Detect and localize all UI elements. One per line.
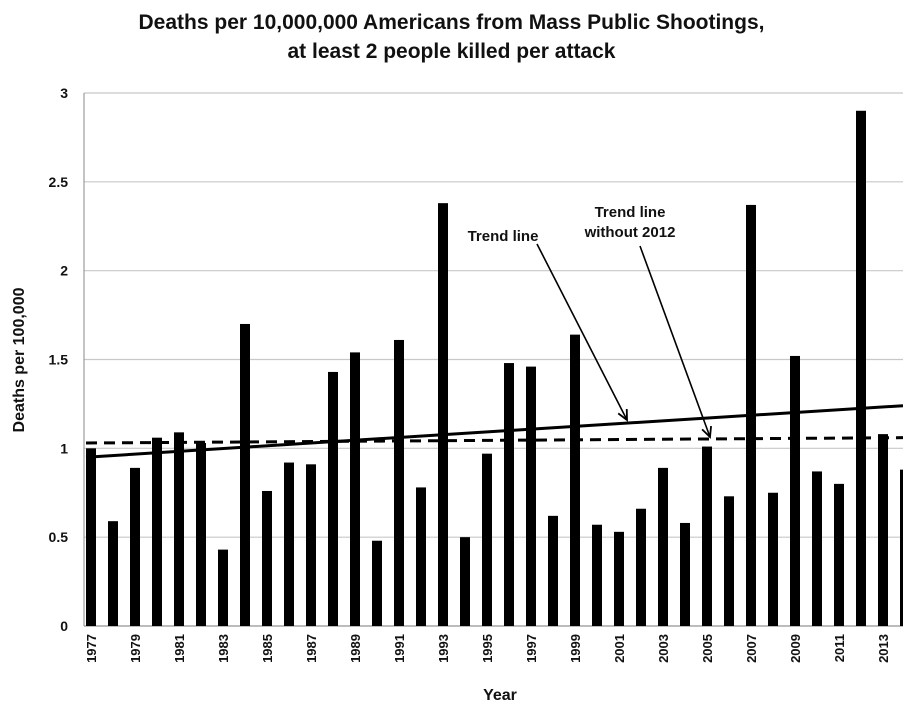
- x-tick-label: 1985: [260, 634, 275, 663]
- bar: [416, 487, 426, 626]
- bar: [218, 549, 228, 626]
- chart-subtitle: at least 2 people killed per attack: [287, 40, 616, 63]
- bar: [482, 453, 492, 626]
- x-tick-label: 1983: [216, 634, 231, 663]
- bar: [350, 352, 360, 626]
- x-tick-label: 1987: [304, 634, 319, 663]
- y-tick-label: 1.5: [49, 352, 69, 368]
- bar: [306, 464, 316, 626]
- bar: [438, 203, 448, 627]
- chart-title-line-1: Deaths per 10,000,000 Americans from Mas…: [138, 11, 765, 34]
- trend-lines: [85, 404, 903, 459]
- bar: [812, 471, 822, 626]
- bar: [856, 110, 866, 627]
- x-tick-label: 2001: [612, 634, 627, 663]
- annotation-arrows: [536, 243, 712, 439]
- bar: [328, 371, 338, 626]
- bar: [636, 508, 646, 626]
- bar: [284, 462, 294, 626]
- trend-line-solid: [85, 404, 903, 459]
- bar: [680, 522, 690, 626]
- bar: [460, 537, 470, 626]
- y-tick-label: 0: [60, 618, 68, 634]
- x-tick-label: 1995: [480, 634, 495, 663]
- x-tick-label: 2007: [744, 634, 759, 663]
- y-axis-label: Deaths per 100,000: [11, 287, 28, 432]
- x-tick-labels: 1977 1979 1981 1983 1985 1987 1989 1991 1993 1995…: [84, 634, 891, 663]
- annotation-line: Trend line: [468, 228, 539, 245]
- y-tick-label: 2: [60, 263, 68, 279]
- x-tick-label: 1991: [392, 634, 407, 663]
- y-tick-label: 0.5: [49, 529, 69, 545]
- bar: [86, 448, 96, 626]
- y-tick-labels: 0 0.5 1 1.5 2 2.5 3: [49, 85, 69, 634]
- annotation-trend-line: Trend line: [468, 228, 539, 245]
- arrow-trend-line-without-2012: [639, 245, 711, 438]
- arrow-trend-line-head: [617, 408, 628, 422]
- bar: [702, 446, 712, 626]
- bar: [262, 490, 272, 626]
- arrow-trend-line: [536, 243, 628, 421]
- x-axis-label: Year: [483, 687, 517, 704]
- annotations: Trend line Trend line without 2012: [468, 204, 676, 245]
- chart-title: Deaths per 10,000,000 Americans from Mas…: [0, 8, 903, 66]
- bar: [196, 443, 206, 626]
- bar: [504, 363, 514, 626]
- bar: [108, 521, 118, 626]
- bar: [592, 524, 602, 626]
- y-tick-label: 3: [60, 85, 68, 101]
- y-tick-label: 1: [60, 440, 68, 456]
- bar: [372, 540, 382, 626]
- x-tick-label: 2003: [656, 634, 671, 663]
- x-tick-label: 1989: [348, 634, 363, 663]
- bar: [614, 531, 624, 626]
- bar: [768, 492, 778, 626]
- x-tick-label: 2009: [788, 634, 803, 663]
- x-tick-label: 2013: [876, 634, 891, 663]
- x-tick-label: 2011: [832, 634, 847, 662]
- bar: [834, 483, 844, 626]
- y-tick-label: 2.5: [49, 174, 69, 190]
- bar: [152, 437, 162, 626]
- gridlines: [83, 92, 903, 627]
- bar: [394, 339, 404, 626]
- bar: [878, 434, 888, 626]
- x-tick-label: 1993: [436, 634, 451, 663]
- bar: [130, 467, 140, 626]
- bar: [900, 469, 903, 626]
- annotation-line: Trend line: [595, 204, 666, 221]
- bar: [240, 323, 250, 626]
- bar: [570, 334, 580, 626]
- x-tick-label: 1981: [172, 634, 187, 663]
- x-tick-label: 1997: [524, 634, 539, 663]
- bar: [790, 355, 800, 626]
- x-tick-label: 1977: [84, 634, 99, 663]
- bar: [658, 467, 668, 626]
- bar-series: [86, 110, 903, 627]
- annotation-line: without 2012: [584, 224, 676, 241]
- bar: [548, 515, 558, 626]
- bar: [174, 432, 184, 626]
- arrow-trend-line-without-2012-head: [701, 425, 712, 439]
- x-tick-label: 1999: [568, 634, 583, 663]
- bar: [724, 496, 734, 626]
- x-tick-label: 2005: [700, 634, 715, 663]
- annotation-trend-line-without-2012: Trend line without 2012: [584, 204, 676, 241]
- x-tick-label: 1979: [128, 634, 143, 663]
- bar: [526, 366, 536, 626]
- trend-line-dashed: [85, 436, 903, 445]
